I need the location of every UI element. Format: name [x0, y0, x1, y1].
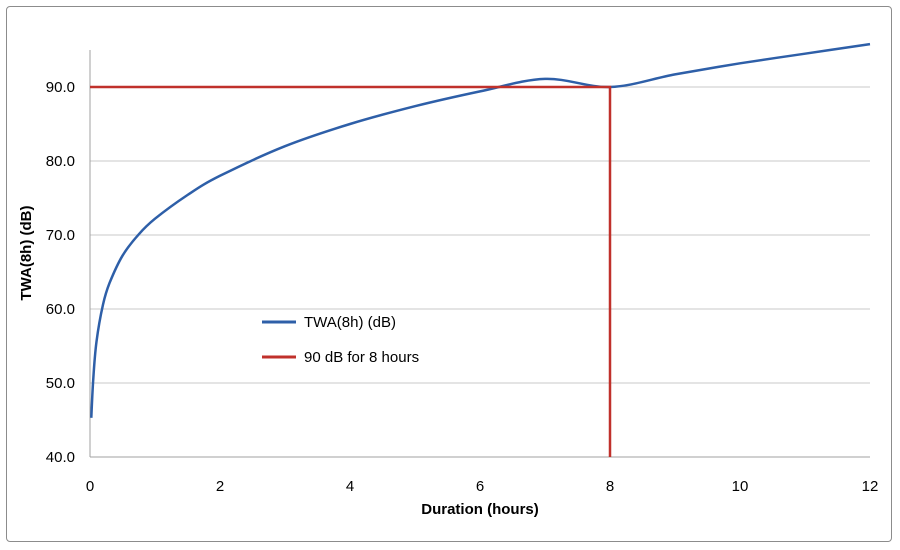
tick-labels: 40.0 50.0 60.0 70.0 80.0 90.0 0 2 4 6 8 10 12: [46, 79, 879, 495]
x-tick-label: 2: [216, 478, 224, 495]
y-tick-label: 50.0: [46, 375, 75, 392]
legend-label-limit: 90 dB for 8 hours: [304, 349, 419, 366]
chart-frame: [6, 6, 892, 542]
x-tick-label: 10: [732, 478, 749, 495]
y-tick-label: 90.0: [46, 79, 75, 96]
grid-lines: [90, 86, 870, 384]
series-limit-line: [90, 85, 612, 457]
y-tick-label: 70.0: [46, 227, 75, 244]
y-axis-title: TWA(8h) (dB): [18, 206, 35, 301]
x-axis-title: Duration (hours): [421, 501, 539, 518]
y-tick-label: 80.0: [46, 153, 75, 170]
axes: [89, 50, 870, 458]
x-tick-label: 12: [862, 478, 879, 495]
y-tick-label: 40.0: [46, 449, 75, 466]
x-tick-label: 6: [476, 478, 484, 495]
x-tick-label: 8: [606, 478, 614, 495]
legend: TWA(8h) (dB) 90 dB for 8 hours: [262, 314, 419, 366]
series-twa-line: [90, 42, 871, 418]
x-tick-label: 0: [86, 478, 94, 495]
y-tick-label: 60.0: [46, 301, 75, 318]
series-layer: [90, 42, 871, 457]
x-tick-label: 4: [346, 478, 354, 495]
legend-label-twa: TWA(8h) (dB): [304, 314, 396, 331]
